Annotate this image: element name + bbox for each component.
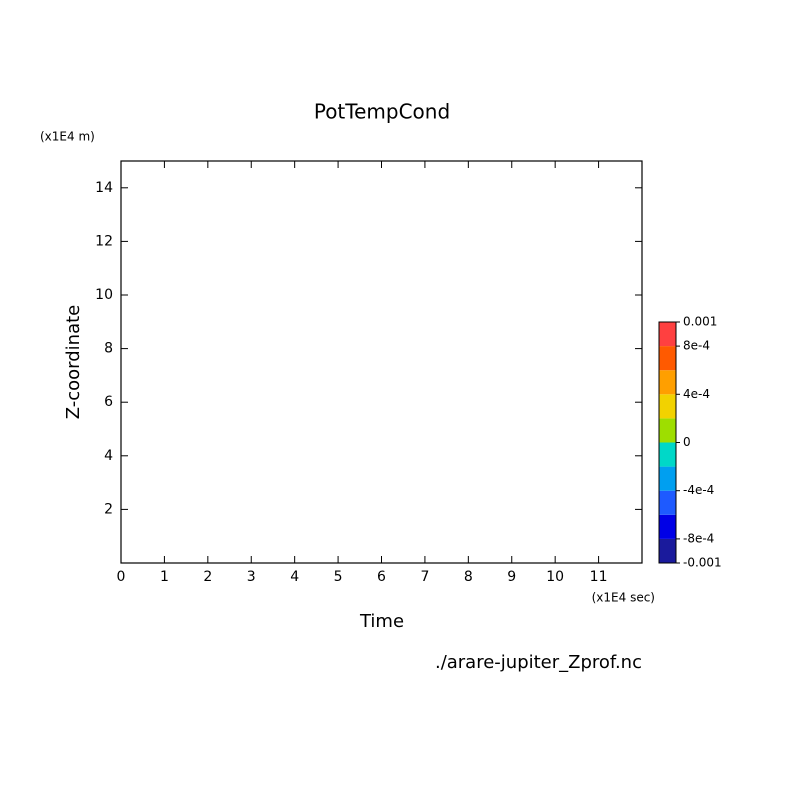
colorbar-band [659, 346, 676, 371]
colorbar-band [659, 490, 676, 515]
x-tick-label: 3 [247, 569, 256, 585]
x-tick-label: 10 [546, 569, 564, 585]
y-axis-label: Z-coordinate [63, 305, 84, 420]
colorbar-tick-label: -8e-4 [683, 531, 714, 545]
y-tick-label: 2 [104, 501, 113, 517]
colorbar-band [659, 442, 676, 467]
x-tick-label: 9 [507, 569, 516, 585]
x-unit: (x1E4 sec) [592, 591, 655, 605]
chart-title: PotTempCond [314, 100, 450, 124]
x-tick-label: 1 [160, 569, 169, 585]
colorbar-band [659, 394, 676, 419]
footnote: ./arare-jupiter_Zprof.nc [435, 652, 642, 673]
y-tick-label: 10 [95, 287, 113, 303]
x-tick-label: 4 [290, 569, 299, 585]
colorbar-band [659, 514, 676, 539]
colorbar-band [659, 538, 676, 563]
x-tick-label: 0 [117, 569, 126, 585]
x-tick-label: 6 [377, 569, 386, 585]
x-tick-label: 2 [203, 569, 212, 585]
colorbar-band [659, 370, 676, 395]
colorbar-band [659, 418, 676, 443]
colorbar-tick-label: 4e-4 [683, 387, 710, 401]
y-tick-label: 8 [104, 341, 113, 357]
y-unit: (x1E4 m) [40, 130, 95, 144]
x-tick-label: 8 [464, 569, 473, 585]
colorbar-tick-label: 0.001 [683, 315, 717, 329]
x-tick-label: 11 [590, 569, 608, 585]
y-tick-label: 6 [104, 394, 113, 410]
y-tick-label: 12 [95, 233, 113, 249]
x-tick-label: 7 [420, 569, 429, 585]
x-tick-label: 5 [334, 569, 343, 585]
colorbar-band [659, 322, 676, 347]
y-tick-label: 14 [95, 180, 113, 196]
plot-frame [120, 160, 643, 564]
colorbar-band [659, 466, 676, 491]
y-tick-label: 4 [104, 448, 113, 464]
x-axis-label: Time [359, 611, 404, 632]
colorbar-tick-label: 8e-4 [683, 339, 710, 353]
colorbar-tick-label: 0 [683, 435, 691, 449]
colorbar-tick-label: -4e-4 [683, 483, 714, 497]
colorbar-tick-label: -0.001 [683, 556, 722, 570]
